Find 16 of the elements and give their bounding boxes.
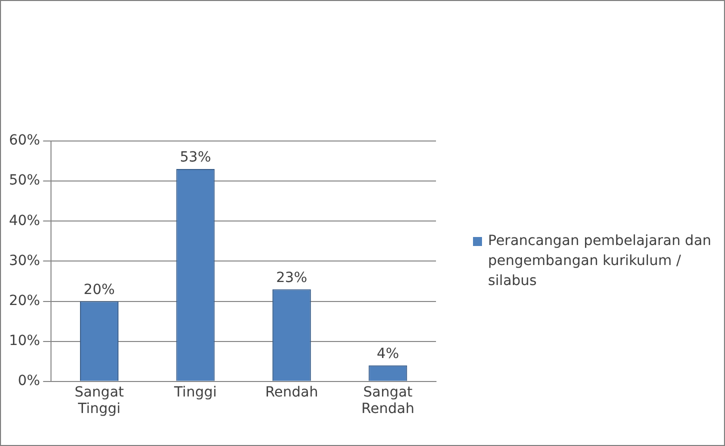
data-label: 53%	[180, 150, 212, 166]
x-tick-label: Sangat Rendah	[361, 384, 414, 418]
y-tick-label: 60%	[8, 132, 40, 149]
data-label: 23%	[276, 270, 308, 286]
data-label: 4%	[376, 346, 399, 362]
y-tick-label: 40%	[8, 212, 40, 229]
y-tick-label: 20%	[8, 292, 40, 309]
y-tick-label: 30%	[8, 252, 40, 269]
x-tick-label: Sangat Tinggi	[74, 384, 124, 418]
legend-label: Perancangan pembelajaran dan pengembangan kurikulum / silabus	[488, 232, 712, 291]
y-tick-label: 10%	[8, 332, 40, 349]
data-label: 20%	[84, 282, 115, 298]
y-tick-label: 50%	[8, 172, 40, 189]
y-tick-label: 0%	[18, 373, 40, 390]
x-tick-label: Tinggi	[173, 384, 217, 400]
x-tick-label: Rendah	[265, 384, 318, 400]
